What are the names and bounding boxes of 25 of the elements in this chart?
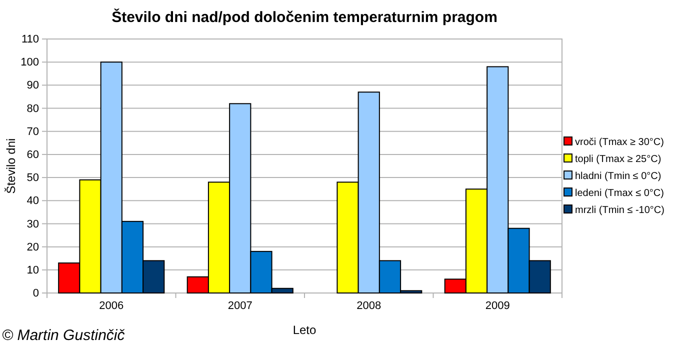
y-tick-label: 70 bbox=[26, 126, 39, 138]
y-tick-label: 0 bbox=[32, 288, 39, 300]
x-tick-label: 2008 bbox=[356, 300, 382, 312]
y-tick-label: 110 bbox=[21, 34, 39, 46]
x-tick-label: 2006 bbox=[99, 300, 124, 312]
y-tick-label: 20 bbox=[26, 241, 39, 254]
y-tick-label: 100 bbox=[20, 56, 39, 69]
legend-label: ledeni (Tmax ≤ 0°C) bbox=[575, 188, 664, 199]
text: © Martin Gustinčič bbox=[2, 327, 126, 344]
legend-label: vroči (Tmax ≥ 30°C) bbox=[575, 137, 664, 148]
chart-title: Število dni nad/pod določenim temperaturnim pragom bbox=[112, 8, 498, 26]
y-tick-label: 50 bbox=[26, 172, 39, 184]
x-axis-title: Leto bbox=[292, 323, 316, 337]
legend-label: hladni (Tmin ≤ 0°C) bbox=[575, 171, 662, 182]
y-tick-label: 30 bbox=[26, 218, 39, 230]
y-axis-title: Število dni bbox=[4, 138, 18, 194]
legend-label: mrzli (Tmin ≤ -10°C) bbox=[575, 205, 664, 216]
legend-label: topli (Tmax ≥ 25°C) bbox=[575, 154, 662, 165]
y-tick-label: 80 bbox=[26, 102, 39, 115]
y-tick-label: 40 bbox=[26, 195, 39, 208]
y-tick-label: 90 bbox=[26, 80, 39, 92]
y-tick-label: 60 bbox=[26, 148, 39, 161]
x-tick-label: 2007 bbox=[228, 300, 252, 312]
x-tick-label: 2009 bbox=[485, 300, 510, 312]
y-tick-label: 10 bbox=[26, 264, 39, 276]
